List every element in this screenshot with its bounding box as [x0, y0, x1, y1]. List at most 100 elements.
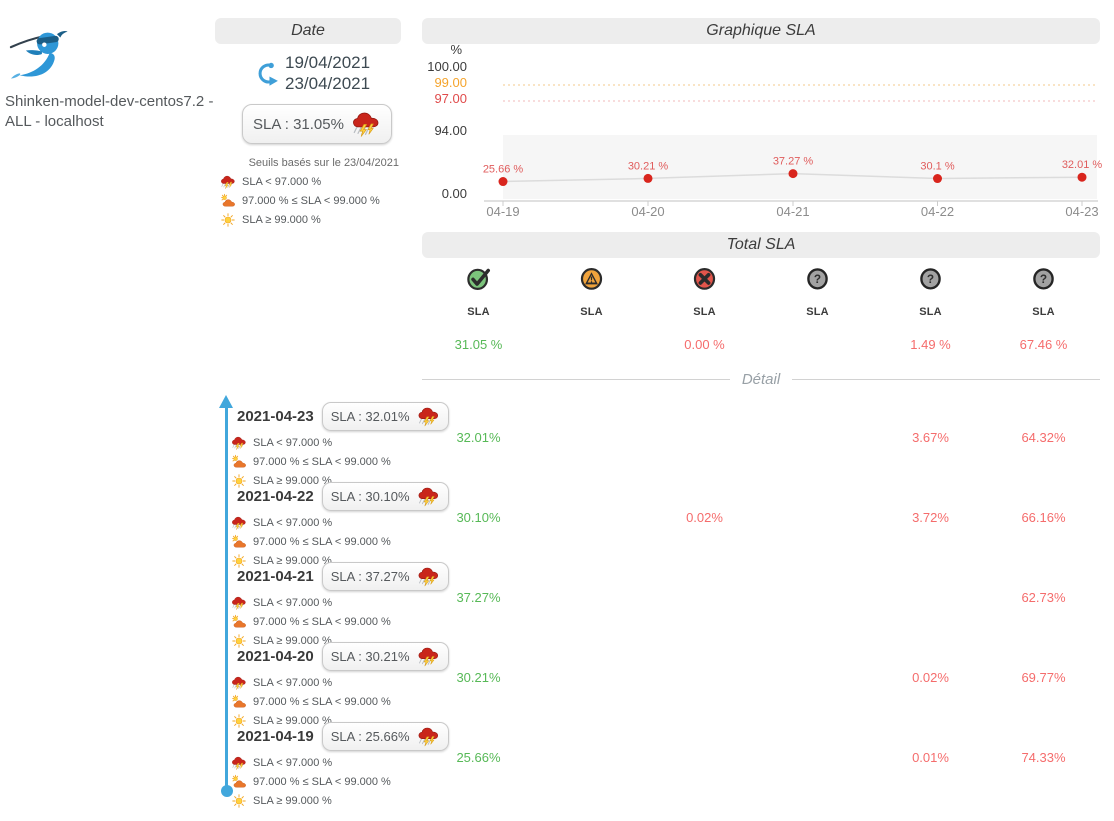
detail-sla-badge: SLA : 32.01% — [321, 402, 449, 431]
legend-label: SLA ≥ 99.000 % — [242, 213, 321, 226]
legend-label: 97.000 % ≤ SLA < 99.000 % — [253, 615, 391, 628]
legend-item: SLA < 97.000 % — [220, 172, 401, 191]
detail-value-cell — [761, 483, 874, 563]
legend-item: SLA < 97.000 % — [231, 513, 422, 532]
report-body: Graphique SLA % 100.00 99.00 97.00 94.00 0.00… — [422, 18, 1102, 808]
sla-column-label: SLA — [806, 306, 829, 318]
x-tick-label: 04-20 — [631, 204, 664, 219]
detail-value-cell — [648, 723, 761, 803]
legend-item: SLA < 97.000 % — [231, 593, 422, 612]
partly-cloudy-icon — [231, 694, 247, 710]
detail-card: 2021-04-22 SLA : 30.10% SLA < 97.000 % 97.0… — [231, 482, 449, 570]
partly-cloudy-icon — [231, 534, 247, 550]
storm-icon — [351, 109, 381, 139]
sla-point — [498, 177, 508, 187]
detail-sla-badge-label: SLA : 30.10% — [330, 489, 410, 504]
detail-card: 2021-04-23 SLA : 32.01% SLA < 97.000 % 97.0… — [231, 402, 449, 490]
legend-label: 97.000 % ≤ SLA < 99.000 % — [253, 455, 391, 468]
partly-cloudy-icon — [220, 193, 236, 209]
refresh-icon[interactable] — [253, 60, 280, 87]
legend-label: SLA ≥ 99.000 % — [253, 634, 332, 647]
legend-label: SLA < 97.000 % — [253, 596, 333, 609]
unknown-icon — [1030, 265, 1057, 292]
legend-item: SLA ≥ 99.000 % — [220, 210, 401, 229]
detail-value-cell — [761, 563, 874, 643]
legend-item: SLA < 97.000 % — [231, 673, 422, 692]
storm-icon — [417, 405, 440, 428]
total-column: SLA 0.00 % — [648, 265, 761, 353]
detail-value-cell: 3.72% — [912, 510, 949, 525]
storm-icon — [231, 435, 247, 451]
thresholds-legend: SLA < 97.000 % 97.000 % ≤ SLA < 99.000 % S… — [220, 172, 401, 229]
legend-label: 97.000 % ≤ SLA < 99.000 % — [253, 695, 391, 708]
legend-item: SLA ≥ 99.000 % — [231, 711, 422, 730]
detail-date: 2021-04-20 — [237, 648, 314, 665]
detail-date: 2021-04-19 — [237, 728, 314, 745]
detail-value-cell — [535, 723, 648, 803]
point-label: 30.21 % — [628, 160, 669, 172]
chart-panel-header: Graphique SLA — [422, 18, 1100, 44]
date-to[interactable]: 23/04/2021 — [285, 74, 371, 93]
storm-icon — [417, 565, 440, 588]
date-panel: Date 19/04/2021 23/04/2021 SLA : 31.05% … — [215, 18, 401, 229]
date-range[interactable]: 19/04/2021 23/04/2021 — [253, 52, 401, 94]
unknown-icon — [804, 265, 831, 292]
thresholds-caption: Seuils basés sur le 23/04/2021 — [248, 157, 399, 169]
thresholds-legend: SLA < 97.000 % 97.000 % ≤ SLA < 99.000 % S… — [231, 593, 422, 650]
storm-icon — [231, 595, 247, 611]
detail-values-grid: 32.01% 3.67% 64.32% 30.10% 0.02% 3.72% 66.16% 3… — [422, 403, 1100, 803]
detail-sla-badge: SLA : 25.66% — [321, 722, 449, 751]
total-column: SLA — [761, 265, 874, 353]
detail-value-cell — [535, 403, 648, 483]
detail-sla-badge-label: SLA : 25.66% — [330, 729, 410, 744]
thresholds-legend: SLA < 97.000 % 97.000 % ≤ SLA < 99.000 % S… — [231, 433, 422, 490]
legend-label: SLA < 97.000 % — [253, 436, 333, 449]
legend-item: 97.000 % ≤ SLA < 99.000 % — [231, 612, 422, 631]
detail-value-cell: 69.77% — [1021, 670, 1066, 685]
legend-item: 97.000 % ≤ SLA < 99.000 % — [231, 532, 422, 551]
x-tick-label: 04-22 — [921, 204, 954, 219]
detail-date: 2021-04-23 — [237, 408, 314, 425]
legend-item: 97.000 % ≤ SLA < 99.000 % — [231, 772, 422, 791]
detail-value-cell — [761, 643, 874, 723]
total-column: SLA — [535, 265, 648, 353]
legend-item: 97.000 % ≤ SLA < 99.000 % — [231, 452, 422, 471]
sla-column-label: SLA — [467, 306, 490, 318]
timeline-arrow-icon — [219, 395, 233, 408]
warning-icon — [578, 265, 605, 292]
detail-value-cell: 66.16% — [1021, 510, 1066, 525]
detail-value-row: 25.66% 0.01% 74.33% — [422, 723, 1100, 803]
point-label: 37.27 % — [773, 156, 814, 168]
thresholds-legend: SLA < 97.000 % 97.000 % ≤ SLA < 99.000 % S… — [231, 673, 422, 730]
legend-item: SLA ≥ 99.000 % — [231, 471, 422, 490]
detail-value-cell: 3.67% — [912, 430, 949, 445]
storm-icon — [417, 485, 440, 508]
detail-value-cell: 0.02% — [912, 670, 949, 685]
date-from[interactable]: 19/04/2021 — [285, 53, 371, 72]
sla-total-value: 1.49 % — [910, 337, 951, 352]
legend-item: SLA < 97.000 % — [231, 433, 422, 452]
x-tick-label: 04-19 — [486, 204, 519, 219]
total-sla-row: SLA 31.05 % SLA SLA 0.00 % SLA SLA 1.49 % SLA 67.… — [422, 265, 1100, 353]
storm-icon — [231, 755, 247, 771]
detail-timeline-column: 2021-04-23 SLA : 32.01% SLA < 97.000 % 97.0… — [218, 395, 449, 809]
sla-point — [1077, 172, 1087, 182]
storm-icon — [231, 675, 247, 691]
detail-value-cell — [535, 563, 648, 643]
detail-sla-badge-label: SLA : 30.21% — [330, 649, 410, 664]
y-tick-label: 0.00 — [442, 186, 467, 201]
critical-icon — [691, 265, 718, 292]
storm-icon — [231, 515, 247, 531]
legend-label: 97.000 % ≤ SLA < 99.000 % — [242, 194, 380, 207]
detail-sla-badge-label: SLA : 37.27% — [330, 569, 410, 584]
legend-item: SLA ≥ 99.000 % — [231, 551, 422, 570]
legend-label: SLA ≥ 99.000 % — [253, 474, 332, 487]
sla-column-label: SLA — [580, 306, 603, 318]
detail-value-cell — [761, 723, 874, 803]
point-label: 30.1 % — [920, 161, 954, 173]
sla-column-label: SLA — [919, 306, 942, 318]
sunny-icon — [231, 793, 247, 809]
detail-value-cell: 25.66% — [456, 750, 501, 765]
shinken-logo — [8, 20, 70, 84]
